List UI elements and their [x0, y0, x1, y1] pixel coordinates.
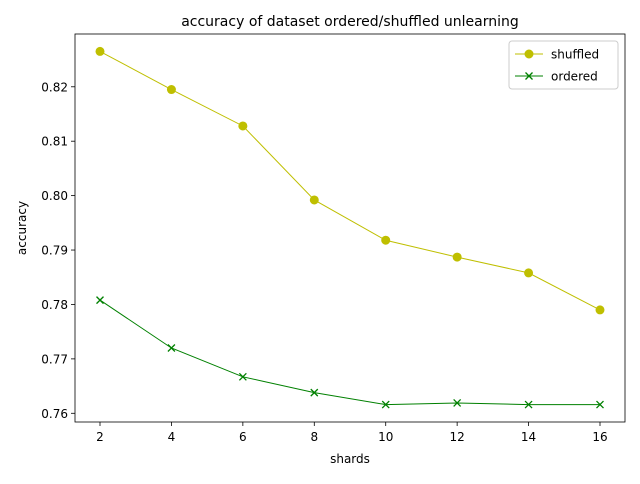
y-tick-label: 0.80 — [41, 189, 68, 203]
data-point-ordered-stroke-b — [96, 296, 104, 305]
data-point-shuffled — [381, 235, 391, 245]
data-point-ordered — [238, 372, 247, 381]
data-point-ordered — [96, 296, 104, 305]
data-point-shuffled — [166, 85, 176, 95]
x-tick-label: 4 — [168, 430, 176, 444]
data-point-ordered-stroke-b — [167, 344, 176, 352]
series-line-ordered — [99, 299, 600, 406]
data-point-ordered-stroke-b — [524, 400, 533, 409]
legend-marker-ordered-stroke-b — [525, 72, 533, 80]
legend: shuffled ordered — [508, 40, 619, 90]
y-tick-label: 0.77 — [41, 352, 68, 366]
y-axis: 0.76 0.77 0.78 0.79 0.80 0.81 0.82 — [41, 80, 75, 421]
data-point-shuffled — [524, 268, 534, 278]
y-tick-label: 0.78 — [41, 298, 68, 312]
data-point-ordered — [310, 388, 319, 397]
x-tick-label: 16 — [592, 430, 607, 444]
data-point-ordered — [453, 398, 462, 407]
legend-marker-ordered — [525, 72, 533, 80]
legend-label-ordered: ordered — [551, 70, 598, 84]
y-tick-label: 0.76 — [41, 407, 68, 421]
data-point-ordered-stroke-b — [453, 398, 462, 407]
data-point-shuffled — [238, 121, 248, 131]
data-point-ordered — [167, 344, 176, 352]
x-tick-label: 8 — [310, 430, 318, 444]
data-point-ordered — [381, 400, 390, 409]
data-point-ordered-stroke-b — [310, 388, 319, 397]
y-tick-label: 0.81 — [41, 135, 68, 149]
chart-title: accuracy of dataset ordered/shuffled unl… — [181, 14, 519, 30]
x-axis-label: shards — [330, 452, 370, 466]
data-point-ordered — [596, 400, 604, 409]
y-axis-label: accuracy — [15, 201, 29, 255]
x-tick-label: 14 — [521, 430, 536, 444]
x-tick-label: 12 — [450, 430, 465, 444]
data-point-shuffled — [95, 46, 105, 56]
series-line-shuffled — [99, 50, 601, 311]
data-point-ordered-stroke-b — [596, 400, 604, 409]
series-layer — [95, 46, 605, 409]
x-axis: 2 4 6 8 10 12 14 16 — [96, 422, 608, 444]
data-point-ordered-stroke-b — [381, 400, 390, 409]
legend-label-shuffled: shuffled — [551, 48, 599, 62]
x-tick-label: 2 — [96, 430, 104, 444]
data-point-ordered-stroke-b — [238, 372, 247, 381]
plot-frame — [74, 33, 626, 423]
y-tick-label: 0.82 — [41, 80, 68, 94]
data-point-shuffled — [309, 195, 319, 205]
legend-marker-shuffled — [524, 49, 534, 59]
legend-box — [508, 40, 619, 90]
data-point-shuffled — [452, 252, 462, 262]
data-point-ordered — [524, 400, 533, 409]
y-tick-label: 0.79 — [41, 244, 68, 258]
x-tick-label: 6 — [239, 430, 247, 444]
x-tick-label: 10 — [378, 430, 393, 444]
data-point-shuffled — [595, 305, 605, 315]
